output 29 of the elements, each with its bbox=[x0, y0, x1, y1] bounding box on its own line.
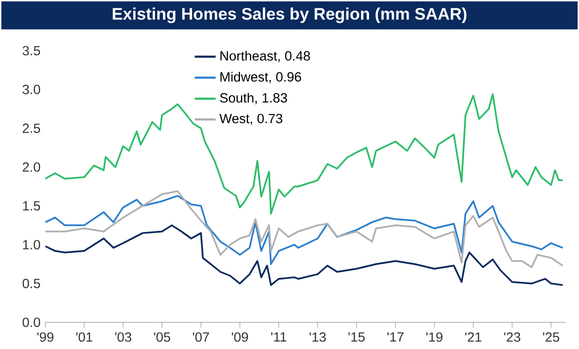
x-tick-label: '05 bbox=[154, 332, 170, 342]
x-tick-label: '13 bbox=[310, 332, 326, 342]
x-tick-label: '19 bbox=[426, 332, 442, 342]
line-series bbox=[45, 224, 564, 286]
x-tick-label: '17 bbox=[387, 332, 404, 342]
y-tick-label: 2.0 bbox=[22, 162, 40, 172]
x-tick-label: '15 bbox=[348, 332, 365, 342]
x-tick-label: '21 bbox=[465, 332, 482, 342]
y-tick-label: 1.0 bbox=[23, 240, 40, 250]
y-tick-label: 1.5 bbox=[23, 201, 40, 211]
x-tick-label: '99 bbox=[37, 332, 54, 342]
y-tick-label: 2.5 bbox=[22, 124, 40, 133]
legend-label: Midwest, 0.96 bbox=[220, 72, 302, 84]
x-tick-label: '07 bbox=[192, 332, 209, 342]
x-tick-label: '11 bbox=[271, 332, 286, 342]
y-tick-label: 0.5 bbox=[22, 278, 40, 288]
x-tick-label: '25 bbox=[543, 332, 560, 342]
y-tick-label: 0.0 bbox=[22, 318, 40, 328]
y-tick-label: 3.5 bbox=[22, 46, 40, 56]
x-tick-label: '23 bbox=[504, 332, 520, 342]
chart-title: Existing Homes Sales by Region (mm SAAR) bbox=[112, 8, 466, 24]
legend-label: West, 0.73 bbox=[219, 114, 282, 125]
x-tick-label: '09 bbox=[232, 332, 248, 342]
legend-label: South, 1.83 bbox=[220, 92, 287, 104]
y-tick-label: 3.0 bbox=[22, 84, 40, 94]
legend-label: Northeast, 0.48 bbox=[220, 50, 310, 62]
x-tick-label: '03 bbox=[115, 332, 132, 342]
x-tick-label: '01 bbox=[76, 332, 92, 342]
line-series bbox=[45, 93, 564, 215]
